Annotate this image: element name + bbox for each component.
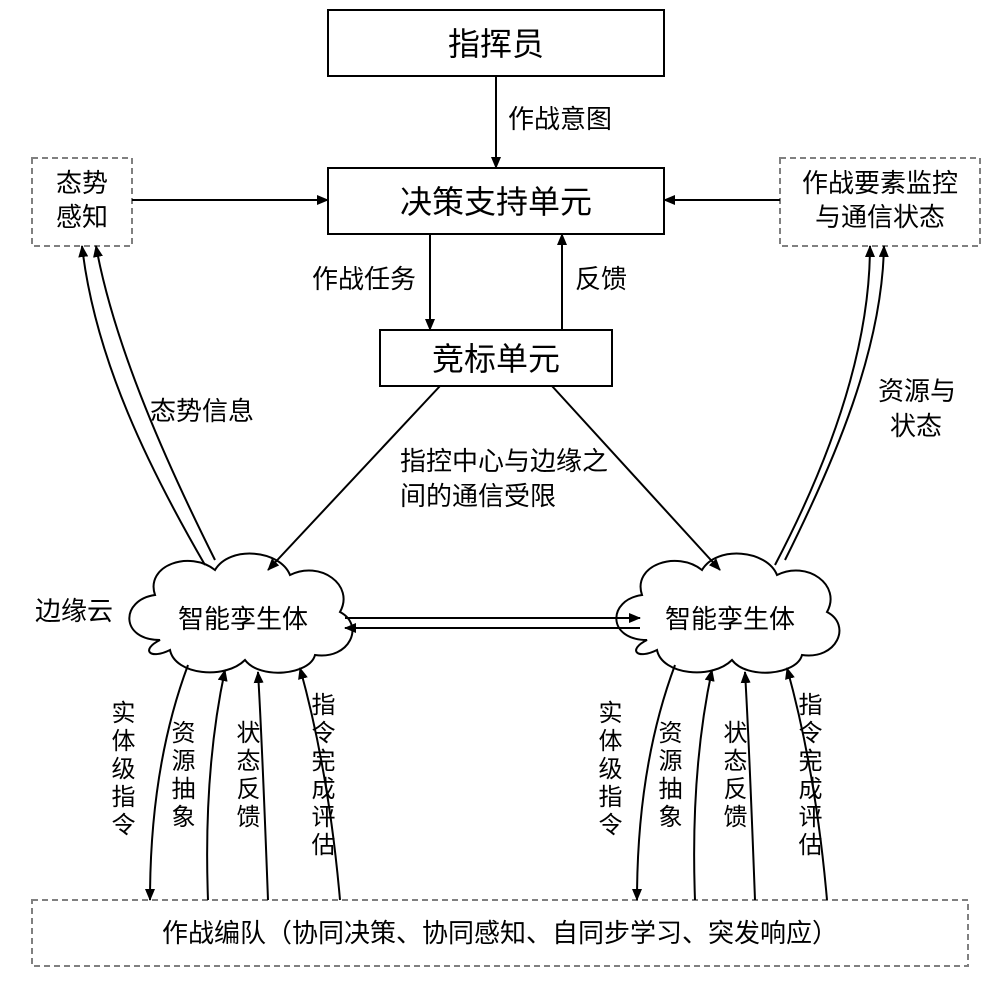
vlabel-r-statusfb: 状态反馈 xyxy=(719,720,747,832)
edge-task-label: 作战任务 xyxy=(312,265,416,294)
edge-l-resourceabs xyxy=(207,670,225,900)
vlabel-r-cmdeval: 指令完成评估 xyxy=(794,692,822,860)
node-bidding-label: 竞标单元 xyxy=(432,341,560,377)
edge-bidding-to-twinright xyxy=(552,386,720,570)
edge-intent-label: 作战意图 xyxy=(508,105,612,134)
vlabel-l-entitycmd: 实体级指令 xyxy=(107,700,135,840)
node-situation-label1: 态势 xyxy=(56,169,108,198)
edge-r-resourceabs xyxy=(694,670,712,900)
node-commander-label: 指挥员 xyxy=(448,26,544,62)
node-decision-label: 决策支持单元 xyxy=(400,184,592,220)
node-twin-left-label: 智能孪生体 xyxy=(178,605,308,634)
edge-limited-label1: 指控中心与边缘之 xyxy=(400,447,608,476)
vlabel-r-entitycmd: 实体级指令 xyxy=(594,700,622,840)
diagram-canvas: 指挥员 决策支持单元 态势 感知 作战要素监控 与通信状态 竞标单元 智能孪生体… xyxy=(0,0,1000,981)
node-twin-right-label: 智能孪生体 xyxy=(665,605,795,634)
vlabel-r-resourceabs: 资源抽象 xyxy=(654,720,682,832)
edge-l-statusfb xyxy=(258,672,268,900)
node-twin-right: 智能孪生体 xyxy=(616,554,839,673)
label-edge-cloud: 边缘云 xyxy=(35,597,113,626)
vlabel-l-cmdeval: 指令完成评估 xyxy=(307,692,335,860)
edge-r-statusfb xyxy=(745,672,755,900)
node-monitor-label2: 与通信状态 xyxy=(815,203,945,232)
node-situation-label2: 感知 xyxy=(56,203,108,232)
node-monitor-label1: 作战要素监控 xyxy=(802,169,958,198)
node-twin-left: 智能孪生体 xyxy=(129,554,352,673)
edge-situationinfo-label: 态势信息 xyxy=(150,397,254,426)
edge-feedback-label: 反馈 xyxy=(575,265,627,294)
vlabel-l-statusfb: 状态反馈 xyxy=(232,720,260,832)
edge-limited-label2: 间的通信受限 xyxy=(400,482,556,511)
edge-resourcestate-label1: 资源与 xyxy=(878,377,956,406)
edge-resourcestate-label2: 状态 xyxy=(890,412,942,441)
node-formation-label: 作战编队（协同决策、协同感知、自同步学习、突发响应） xyxy=(162,919,838,948)
edge-bidding-to-twinleft xyxy=(268,386,440,570)
edge-twinright-to-monitor-a xyxy=(775,246,870,565)
vlabel-l-resourceabs: 资源抽象 xyxy=(167,720,195,832)
